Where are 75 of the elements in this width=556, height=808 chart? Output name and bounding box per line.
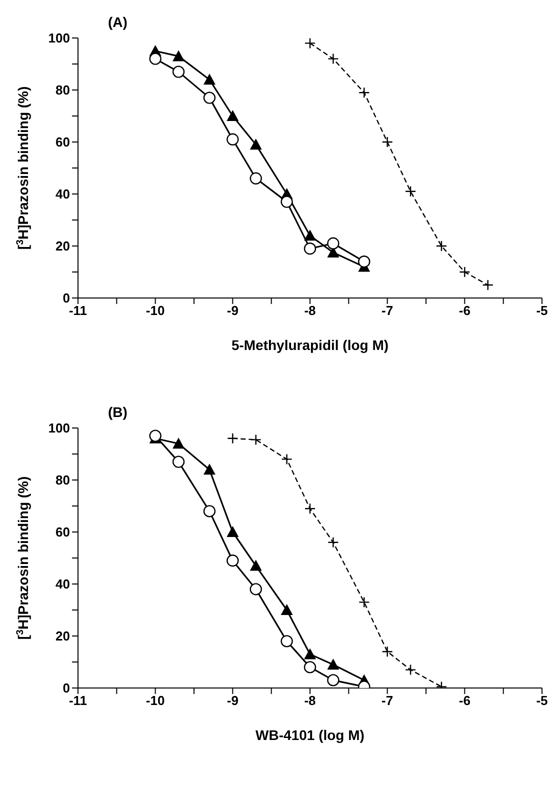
- point: [226, 526, 239, 537]
- x-axis-title: 5-Methylurapidil (log M): [231, 337, 389, 353]
- x-tick-label: -10: [146, 693, 165, 708]
- point: [226, 554, 239, 567]
- point: [149, 430, 162, 442]
- x-tick-label: -6: [458, 693, 470, 708]
- point: [327, 658, 340, 670]
- point: [358, 87, 370, 98]
- x-tick-label: -5: [536, 303, 548, 318]
- y-tick-label: 100: [48, 420, 70, 436]
- x-tick-label: -8: [304, 303, 316, 318]
- y-tick-label: 20: [56, 628, 70, 644]
- chart-title: (A): [108, 14, 128, 30]
- y-tick-label: 40: [56, 186, 70, 202]
- point: [482, 279, 494, 291]
- y-tick-label: 60: [56, 134, 70, 150]
- y-tick-label: 0: [62, 290, 70, 306]
- x-tick-label: -7: [382, 303, 394, 318]
- y-tick-label: 100: [48, 30, 70, 46]
- point: [172, 50, 185, 62]
- x-tick-label: -6: [458, 303, 470, 318]
- point: [328, 536, 339, 548]
- y-tick-label: 80: [56, 472, 70, 488]
- point: [327, 674, 340, 686]
- point: [404, 186, 416, 197]
- point: [149, 52, 162, 65]
- point: [304, 503, 316, 514]
- point: [280, 635, 293, 648]
- point: [459, 266, 470, 278]
- x-tick-label: -5: [536, 693, 548, 708]
- point: [227, 432, 238, 444]
- point: [280, 196, 293, 208]
- point: [203, 464, 216, 475]
- x-tick-label: -9: [226, 303, 238, 318]
- x-tick-label: -10: [146, 303, 165, 318]
- point: [203, 74, 216, 85]
- point: [250, 172, 262, 184]
- point: [404, 664, 416, 676]
- point: [304, 648, 316, 660]
- x-axis-title: WB-4101 (log M): [256, 727, 364, 743]
- x-tick-label: -9: [226, 693, 238, 708]
- point: [226, 110, 239, 121]
- chart-title: (B): [108, 404, 128, 420]
- point: [250, 138, 262, 150]
- point: [358, 596, 370, 608]
- point: [304, 242, 316, 255]
- point: [203, 505, 216, 518]
- x-tick-label: -11: [68, 693, 88, 708]
- y-tick-label: 60: [56, 524, 70, 540]
- point: [327, 237, 340, 250]
- point: [250, 583, 262, 596]
- point: [304, 38, 316, 49]
- point: [304, 230, 316, 241]
- point: [226, 133, 239, 146]
- point: [304, 661, 316, 674]
- point: [328, 53, 339, 64]
- y-tick-label: 20: [56, 238, 70, 254]
- x-tick-label: -11: [68, 303, 88, 318]
- point: [281, 454, 292, 465]
- x-tick-label: -7: [382, 693, 394, 708]
- point: [172, 66, 185, 78]
- point: [436, 240, 448, 252]
- point: [172, 456, 185, 468]
- x-tick-label: -8: [304, 693, 316, 708]
- point: [382, 136, 393, 148]
- point: [382, 646, 393, 658]
- point: [172, 438, 185, 449]
- point: [358, 256, 370, 268]
- y-tick-label: 80: [56, 82, 70, 98]
- y-tick-label: 40: [56, 576, 70, 592]
- point: [250, 560, 262, 571]
- point: [280, 604, 293, 615]
- point: [203, 92, 216, 104]
- point: [250, 434, 262, 446]
- y-tick-label: 0: [62, 680, 70, 696]
